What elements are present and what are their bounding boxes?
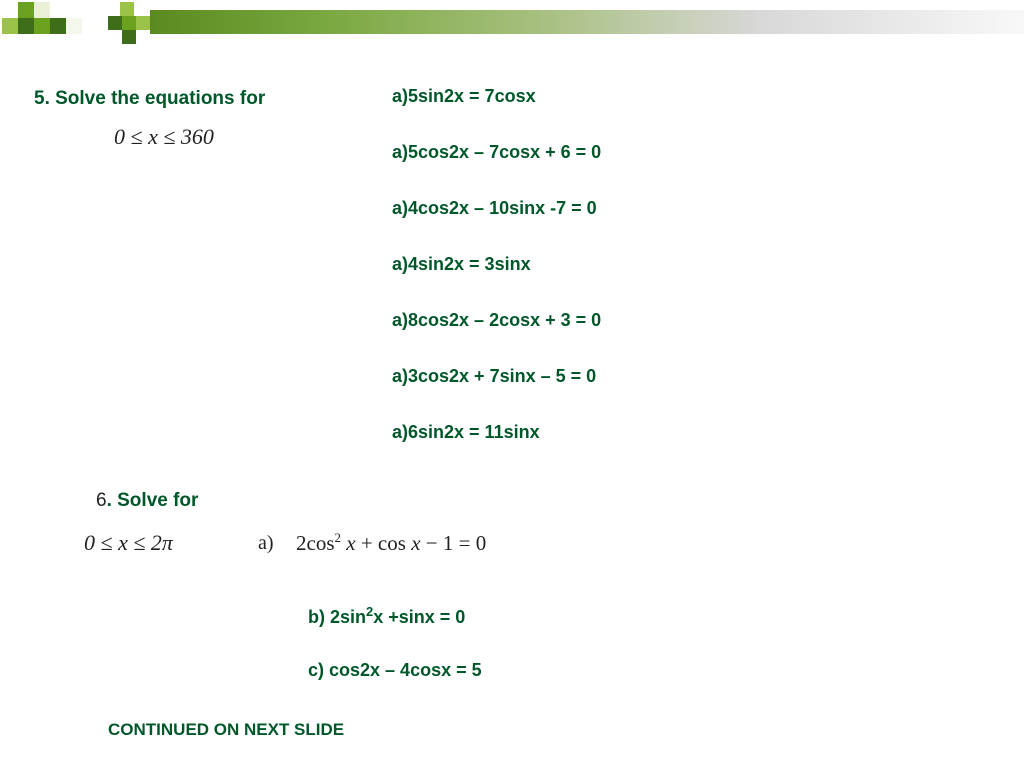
slide-top-decor [0,0,1024,46]
q6-part-b: b) 2sin2x +sinx = 0 [308,604,465,628]
decor-square [136,16,150,30]
decor-square [34,2,50,18]
pixel-squares [0,0,170,46]
q6-number: 6 [96,490,107,511]
decor-square [18,18,34,34]
decor-square [18,2,34,18]
q5-item: a)3cos2x + 7sinx – 5 = 0 [392,366,952,387]
q6-range: 0 ≤ x ≤ 2π [84,530,173,556]
q5-item: a)4sin2x = 3sinx [392,254,952,275]
q6-part-c: c) cos2x – 4cosx = 5 [308,660,482,681]
q5-equation-list: a)5sin2x = 7cosx a)5cos2x – 7cosx + 6 = 0… [392,86,952,478]
decor-square [120,2,134,16]
decor-square [66,18,82,34]
q5-title: 5. Solve the equations for [34,88,265,110]
decor-square [50,18,66,34]
decor-square [122,30,136,44]
slide-content: 5. Solve the equations for 0 ≤ x ≤ 360 a… [34,80,990,748]
q5-item: a)5sin2x = 7cosx [392,86,952,107]
footer-note: CONTINUED ON NEXT SLIDE [108,720,344,740]
q5-item: a)6sin2x = 11sinx [392,422,952,443]
decor-square [108,16,122,30]
q6-title-text: . Solve for [107,490,199,511]
q6-a-equation: 2cos2 x + cos x − 1 = 0 [296,530,486,556]
q5-item: a)4cos2x – 10sinx -7 = 0 [392,198,952,219]
decor-square [34,18,50,34]
q6-a-label: a) [258,532,274,555]
decor-square [122,16,136,30]
q6-title: 6. Solve for [96,490,198,512]
q6-part-a: a) 2cos2 x + cos x − 1 = 0 [258,530,486,556]
q5-item: a)5cos2x – 7cosx + 6 = 0 [392,142,952,163]
q5-range: 0 ≤ x ≤ 360 [114,124,214,150]
gradient-bar [150,10,1024,34]
decor-square [2,18,18,34]
q5-item: a)8cos2x – 2cosx + 3 = 0 [392,310,952,331]
